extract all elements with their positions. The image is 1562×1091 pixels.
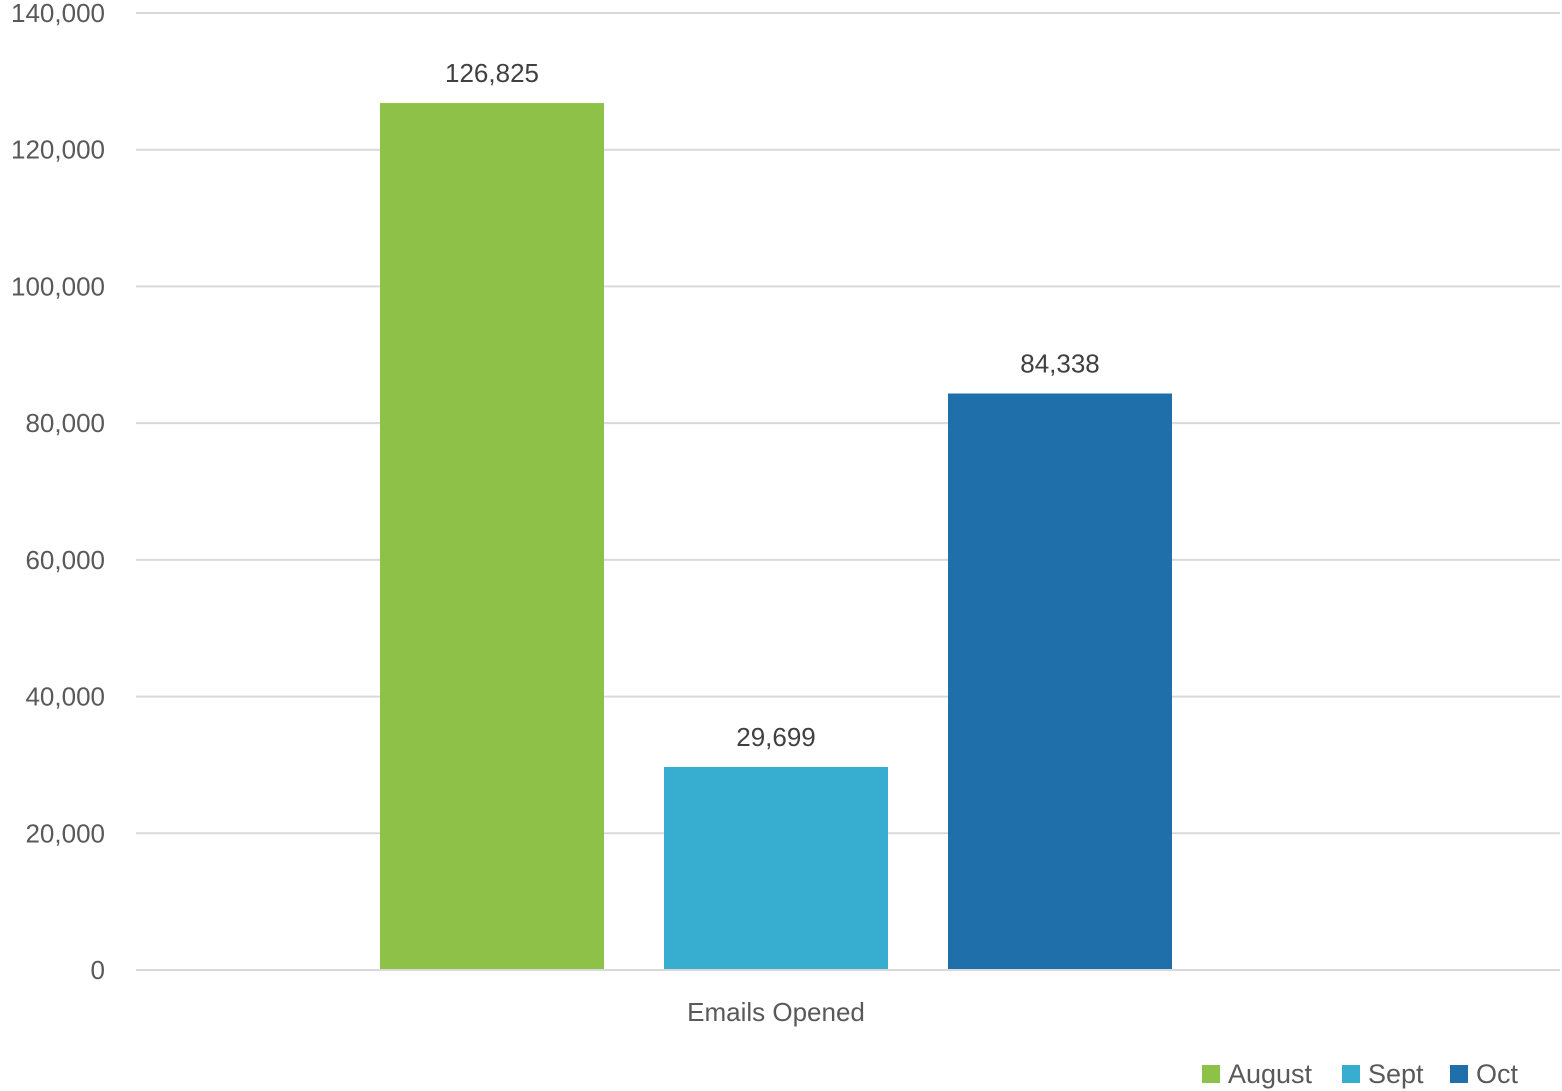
y-tick-label: 140,000 <box>11 0 105 28</box>
gridlines <box>136 12 1560 835</box>
data-label-august: 126,825 <box>445 58 539 88</box>
category-label: Emails Opened <box>687 997 865 1027</box>
y-axis-tick-labels: 0 20,000 40,000 60,000 80,000 100,000 120,000 1… <box>11 0 105 985</box>
y-tick-label: 20,000 <box>25 818 105 848</box>
legend-label-sept: Sept <box>1368 1059 1424 1089</box>
bar-oct <box>948 393 1172 971</box>
bars <box>380 103 1172 971</box>
y-tick-label: 100,000 <box>11 271 105 301</box>
bar-sept <box>664 766 888 970</box>
y-tick-label: 0 <box>91 955 105 985</box>
legend: August Sept Oct <box>1202 1059 1519 1089</box>
legend-label-oct: Oct <box>1476 1059 1519 1089</box>
legend-swatch-oct <box>1450 1065 1468 1083</box>
y-tick-label: 60,000 <box>25 545 105 575</box>
legend-swatch-august <box>1202 1065 1220 1083</box>
y-tick-label: 40,000 <box>25 682 105 712</box>
y-tick-label: 80,000 <box>25 408 105 438</box>
legend-label-august: August <box>1228 1059 1313 1089</box>
bar-august <box>380 103 604 970</box>
data-labels: 126,825 29,699 84,338 <box>445 58 1100 752</box>
y-tick-label: 120,000 <box>11 135 105 165</box>
data-label-oct: 84,338 <box>1020 348 1100 378</box>
legend-swatch-sept <box>1342 1065 1360 1083</box>
data-label-sept: 29,699 <box>736 722 816 752</box>
